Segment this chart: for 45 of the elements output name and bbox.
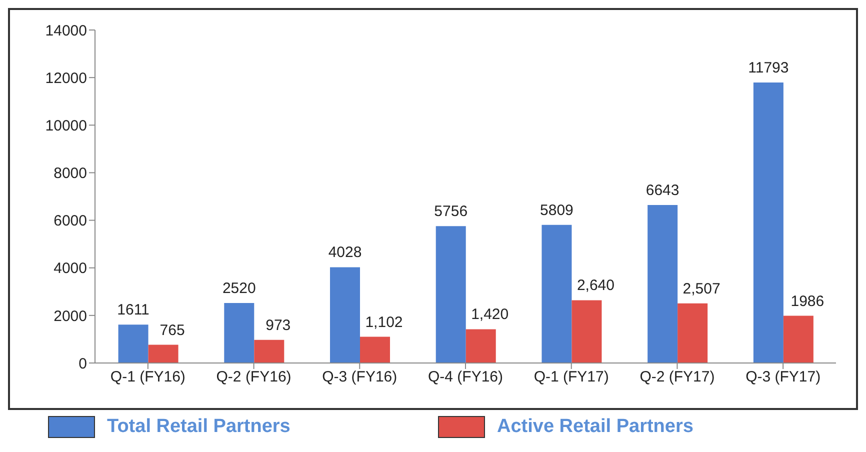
bar	[360, 336, 390, 363]
x-tick-label: Q-3 (FY17)	[746, 368, 821, 386]
bar	[466, 329, 496, 363]
legend-label: Active Retail Partners	[497, 416, 694, 438]
bar	[224, 303, 254, 363]
y-tick-label: 10000	[45, 117, 87, 134]
y-tick-label: 8000	[54, 165, 87, 182]
data-label: 5809	[540, 202, 574, 219]
x-tick-label: Q-1 (FY17)	[534, 368, 609, 386]
y-tick-label: 0	[78, 355, 87, 372]
data-label: 5756	[434, 203, 468, 220]
bar	[678, 303, 708, 363]
data-label: 11793	[748, 59, 789, 76]
x-tick-label: Q-2 (FY17)	[640, 368, 715, 386]
data-label: 765	[160, 322, 185, 339]
data-label: 973	[266, 316, 291, 334]
data-label: 2,507	[682, 280, 720, 298]
bar	[254, 340, 284, 363]
legend-label: Total Retail Partners	[107, 416, 290, 438]
x-tick-label: Q-3 (FY16)	[322, 368, 398, 386]
y-tick-label: 2000	[54, 308, 87, 325]
y-tick-label: 14000	[45, 22, 87, 40]
bar	[436, 226, 466, 363]
y-tick-label: 12000	[45, 70, 87, 87]
data-label: 1986	[790, 292, 824, 310]
data-label: 2520	[222, 280, 256, 298]
bar	[118, 324, 148, 363]
y-tick-label: 4000	[54, 260, 87, 278]
bar	[572, 300, 602, 363]
data-label: 2,640	[576, 277, 614, 294]
x-tick-label: Q-2 (FY16)	[216, 368, 292, 386]
bar	[753, 82, 784, 363]
bar	[783, 316, 814, 363]
data-label: 1,102	[365, 314, 403, 331]
bar	[148, 344, 178, 363]
x-tick-label: Q-1 (FY16)	[110, 368, 186, 386]
data-label: 1611	[117, 302, 150, 319]
bar	[542, 224, 572, 363]
x-tick-label: Q-4 (FY16)	[428, 368, 504, 386]
y-tick-label: 6000	[54, 212, 87, 230]
bar	[330, 267, 360, 363]
data-label: 6643	[646, 182, 680, 199]
data-label: 4028	[328, 244, 362, 262]
bar	[648, 204, 678, 363]
data-label: 1,420	[471, 306, 509, 324]
